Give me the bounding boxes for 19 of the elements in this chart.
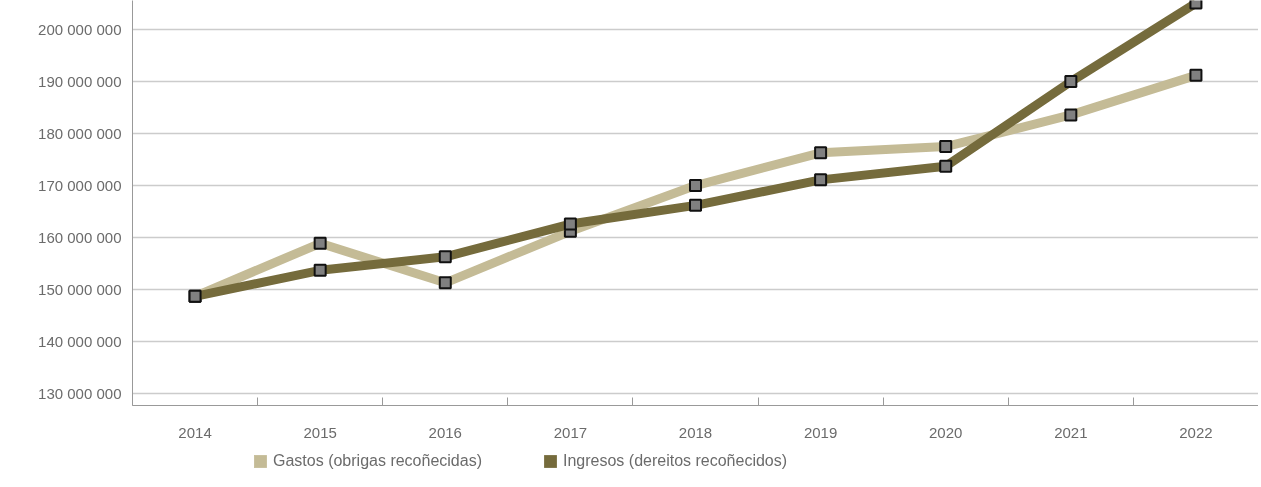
y-tick-label: 180 000 000 [38, 124, 122, 142]
x-tick-label: 2016 [428, 423, 462, 441]
x-tick-label: 2014 [178, 423, 212, 441]
y-tick-label: 150 000 000 [38, 280, 122, 298]
y-tick-label: 160 000 000 [38, 228, 122, 246]
x-tick-label: 2017 [553, 423, 588, 441]
legend-label: Ingresos (dereitos recoñecidos) [562, 452, 788, 470]
x-tick-label: 2015 [303, 423, 337, 441]
y-tick-label: 190 000 000 [38, 72, 122, 90]
y-tick-label: 170 000 000 [38, 176, 122, 194]
x-tick-label: 2018 [678, 423, 713, 441]
x-tick-label: 2022 [1179, 423, 1213, 441]
x-tick-label: 2020 [929, 423, 963, 441]
x-tick-label: 2021 [1054, 423, 1088, 441]
x-tick-label: 2019 [803, 423, 838, 441]
y-tick-label: 200 000 000 [38, 20, 122, 38]
y-tick-label: 140 000 000 [38, 332, 122, 350]
y-tick-label: 130 000 000 [38, 384, 122, 402]
legend-label: Gastos (obrigas recoñecidas) [273, 452, 482, 470]
